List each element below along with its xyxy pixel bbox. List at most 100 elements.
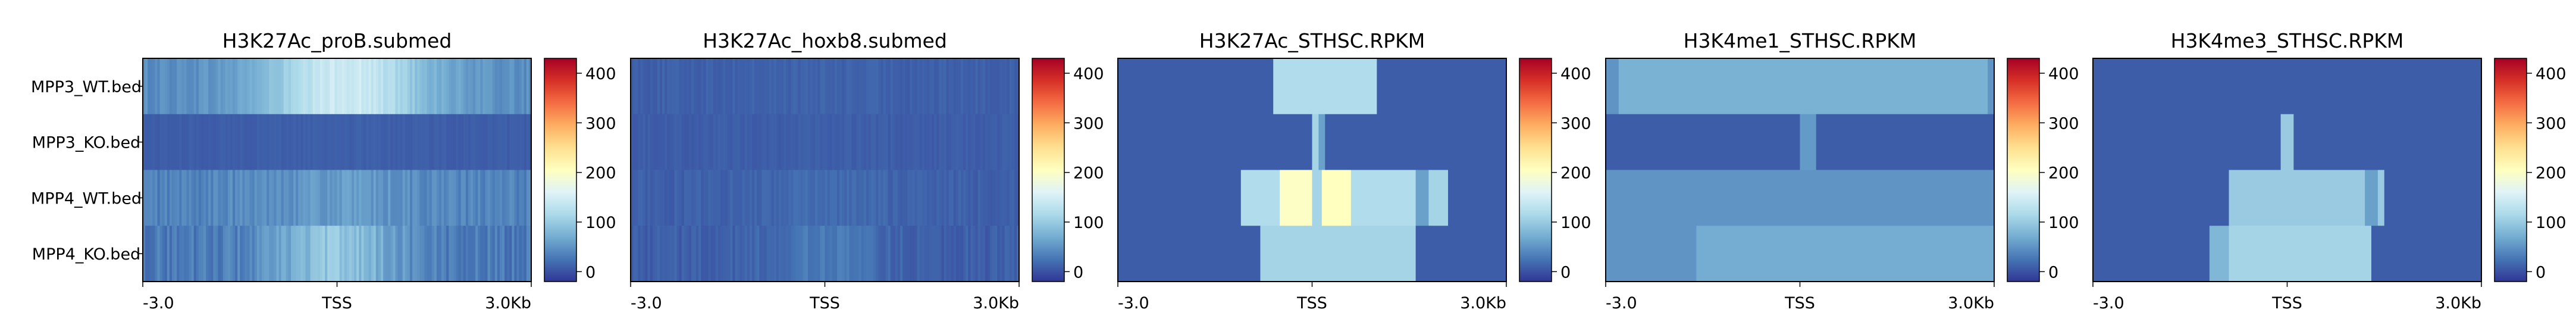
- heatmap-cell: [344, 58, 347, 115]
- heatmap-cell: [987, 226, 991, 282]
- colorbar-tick-label: 400: [1073, 65, 1104, 83]
- heatmap-cell: [386, 226, 388, 282]
- heatmap-cell: [436, 114, 440, 171]
- heatmap-cell: [283, 114, 287, 171]
- heatmap-cell: [198, 114, 202, 171]
- heatmap-cell: [444, 170, 447, 226]
- heatmap-cell: [509, 226, 512, 282]
- heatmap-cell: [941, 170, 945, 226]
- heatmap-cell: [892, 170, 896, 226]
- heatmap-cell: [900, 170, 903, 226]
- heatmap-cell: [948, 226, 952, 282]
- heatmap-cell: [227, 170, 231, 226]
- heatmap-cell: [696, 114, 699, 171]
- colorbar-tick-label: 0: [2536, 263, 2546, 282]
- heatmap-cell: [674, 114, 678, 171]
- heatmap-cell: [470, 114, 474, 171]
- heatmap-cell: [672, 226, 675, 282]
- heatmap-cell: [778, 226, 782, 282]
- heatmap-cell: [332, 226, 336, 282]
- heatmap-cell: [303, 114, 306, 171]
- heatmap-cell: [810, 114, 813, 171]
- heatmap-cell: [514, 226, 518, 282]
- heatmap-cell: [813, 58, 816, 115]
- heatmap-cell: [992, 170, 995, 226]
- heatmap-cell: [162, 114, 165, 171]
- heatmap-cell: [747, 226, 750, 282]
- heatmap-cell: [516, 170, 520, 226]
- heatmap-cells: [631, 58, 1020, 282]
- heatmap-cell: [424, 58, 428, 115]
- heatmap-cell: [817, 114, 820, 171]
- heatmap-cell: [851, 58, 855, 115]
- heatmap-cell: [267, 114, 269, 171]
- heatmap-cell: [169, 58, 173, 115]
- heatmap-cell: [868, 226, 872, 282]
- heatmap-cell: [368, 226, 372, 282]
- heatmap-cell: [800, 170, 804, 226]
- heatmap-cell: [325, 58, 328, 115]
- heatmap-cell: [222, 170, 226, 226]
- heatmap-cell: [211, 226, 214, 282]
- heatmap-cell: [288, 58, 292, 115]
- heatmap-cell: [191, 58, 195, 115]
- heatmap-cell: [890, 226, 894, 282]
- heatmap-cell: [319, 114, 323, 171]
- heatmap-cell: [1606, 226, 1697, 282]
- heatmap-cell: [773, 58, 777, 115]
- heatmap-cell: [148, 226, 151, 282]
- heatmap-cell: [300, 170, 303, 226]
- heatmap-cell: [155, 226, 158, 282]
- heatmap-cell: [691, 114, 694, 171]
- heatmap-cell: [380, 226, 384, 282]
- heatmap-cell: [519, 58, 522, 115]
- heatmap-cell: [502, 114, 505, 171]
- heatmap-cell: [805, 58, 808, 115]
- heatmap-cell: [681, 114, 685, 171]
- heatmap-cell: [339, 226, 343, 282]
- heatmap-cell: [434, 226, 437, 282]
- heatmap-cell: [672, 170, 675, 226]
- heatmap-cell: [449, 170, 452, 226]
- heatmap-cell: [427, 226, 430, 282]
- heatmap-cell: [332, 170, 336, 226]
- heatmap-cell: [409, 114, 413, 171]
- row-label: MPP3_WT.bed: [31, 78, 142, 96]
- heatmap-cell: [672, 114, 675, 171]
- heatmap-cell: [936, 114, 939, 171]
- heatmap-cell: [919, 226, 923, 282]
- heatmap-cell: [303, 58, 306, 115]
- heatmap-cell: [934, 170, 937, 226]
- heatmap-cell: [982, 114, 986, 171]
- heatmap-cell: [849, 170, 852, 226]
- heatmap-cell: [143, 58, 146, 115]
- heatmap-cell: [388, 58, 391, 115]
- heatmap-cell: [832, 58, 835, 115]
- heatmap-cell: [211, 170, 214, 226]
- heatmap-cell: [761, 114, 765, 171]
- heatmap-cell: [446, 226, 449, 282]
- heatmap-cell: [720, 58, 723, 115]
- heatmap-cell: [460, 58, 464, 115]
- heatmap-cell: [769, 58, 772, 115]
- heatmap-cell: [463, 114, 466, 171]
- heatmap-cell: [429, 114, 433, 171]
- heatmap-cell: [749, 226, 753, 282]
- heatmap-cell: [951, 58, 954, 115]
- heatmap-cell: [375, 58, 379, 115]
- heatmap-cell: [296, 226, 299, 282]
- heatmap-cell: [990, 58, 993, 115]
- x-tick-label: 3.0Kb: [973, 294, 1019, 313]
- heatmap-cell: [866, 114, 869, 171]
- heatmap-cell: [701, 58, 704, 115]
- heatmap-cell: [793, 58, 797, 115]
- heatmap-cell: [222, 226, 226, 282]
- heatmap-cell: [330, 226, 333, 282]
- x-tick-label: TSS: [1296, 294, 1327, 313]
- heatmap-cell: [771, 226, 775, 282]
- heatmap-cell: [274, 114, 277, 171]
- heatmap-cell: [912, 226, 916, 282]
- heatmap-cell: [150, 170, 153, 226]
- heatmap-cell: [354, 58, 357, 115]
- heatmap-cell: [402, 226, 406, 282]
